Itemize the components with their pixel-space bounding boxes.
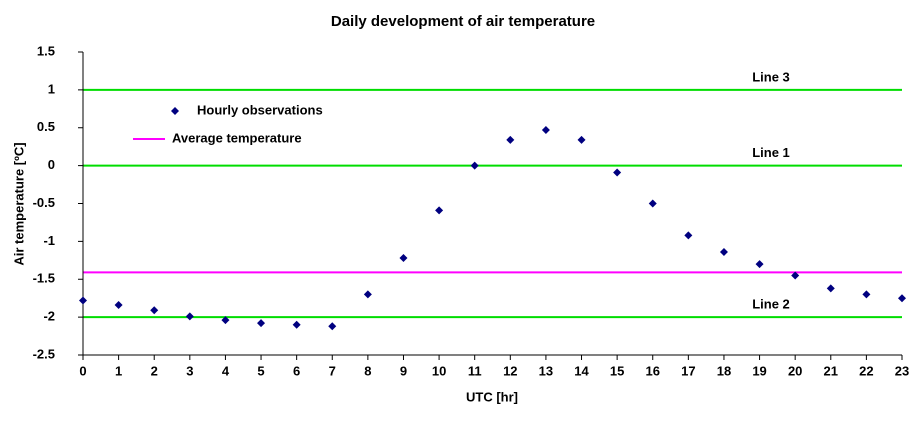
reference-label: Line 1 [752, 145, 790, 160]
data-point [328, 322, 337, 331]
x-tick-label: 2 [151, 363, 158, 378]
data-point [79, 296, 87, 305]
legend-label: Hourly observations [197, 102, 323, 117]
data-point [755, 260, 764, 269]
y-axis-label: Air temperature [ºC] [11, 142, 26, 265]
y-tick-label: -0.5 [33, 195, 55, 210]
data-point [363, 290, 372, 299]
data-point [898, 294, 906, 303]
y-tick-label: 1.5 [37, 43, 55, 58]
x-tick-label: 9 [400, 363, 407, 378]
x-tick-label: 17 [681, 363, 695, 378]
data-point [862, 290, 871, 299]
x-tick-label: 7 [329, 363, 336, 378]
y-tick-label: 0 [48, 157, 55, 172]
x-tick-label: 23 [895, 363, 909, 378]
legend-label: Average temperature [172, 130, 302, 145]
x-tick-label: 15 [610, 363, 624, 378]
data-point [470, 161, 479, 170]
x-tick-label: 1 [115, 363, 122, 378]
data-point [292, 320, 301, 329]
legend-marker [171, 107, 179, 115]
x-tick-label: 11 [468, 363, 482, 378]
data-point [506, 135, 515, 144]
x-tick-label: 16 [646, 363, 660, 378]
data-point [826, 284, 835, 293]
x-tick-label: 8 [364, 363, 371, 378]
data-point [221, 316, 230, 325]
data-point [150, 306, 159, 315]
x-tick-label: 6 [293, 363, 300, 378]
y-tick-label: -2.5 [33, 346, 55, 361]
x-tick-label: 0 [79, 363, 86, 378]
y-tick-label: 0.5 [37, 119, 55, 134]
x-tick-label: 10 [432, 363, 446, 378]
x-tick-label: 14 [574, 363, 589, 378]
x-tick-label: 18 [717, 363, 731, 378]
x-tick-label: 21 [824, 363, 838, 378]
reference-label: Line 2 [752, 297, 790, 312]
x-tick-label: 4 [222, 363, 230, 378]
x-tick-label: 3 [186, 363, 193, 378]
x-tick-label: 22 [859, 363, 873, 378]
data-point [541, 126, 550, 135]
x-tick-label: 13 [539, 363, 553, 378]
y-tick-label: -1 [43, 233, 55, 248]
x-tick-label: 12 [503, 363, 517, 378]
data-point [114, 301, 123, 310]
chart-title: Daily development of air temperature [331, 13, 595, 30]
data-point [257, 319, 266, 328]
y-tick-label: -2 [43, 309, 55, 324]
y-tick-label: -1.5 [33, 271, 55, 286]
data-point [648, 199, 657, 208]
data-point [719, 247, 728, 256]
x-tick-label: 5 [257, 363, 264, 378]
data-point [185, 312, 194, 321]
data-point [435, 206, 444, 215]
data-point [399, 254, 408, 263]
y-tick-label: 1 [48, 81, 55, 96]
data-point [791, 271, 800, 280]
data-point [613, 168, 622, 177]
x-tick-label: 20 [788, 363, 802, 378]
x-axis-label: UTC [hr] [466, 389, 518, 404]
data-point [684, 231, 693, 240]
x-tick-label: 19 [752, 363, 766, 378]
reference-label: Line 3 [752, 69, 790, 84]
data-point [577, 135, 586, 144]
